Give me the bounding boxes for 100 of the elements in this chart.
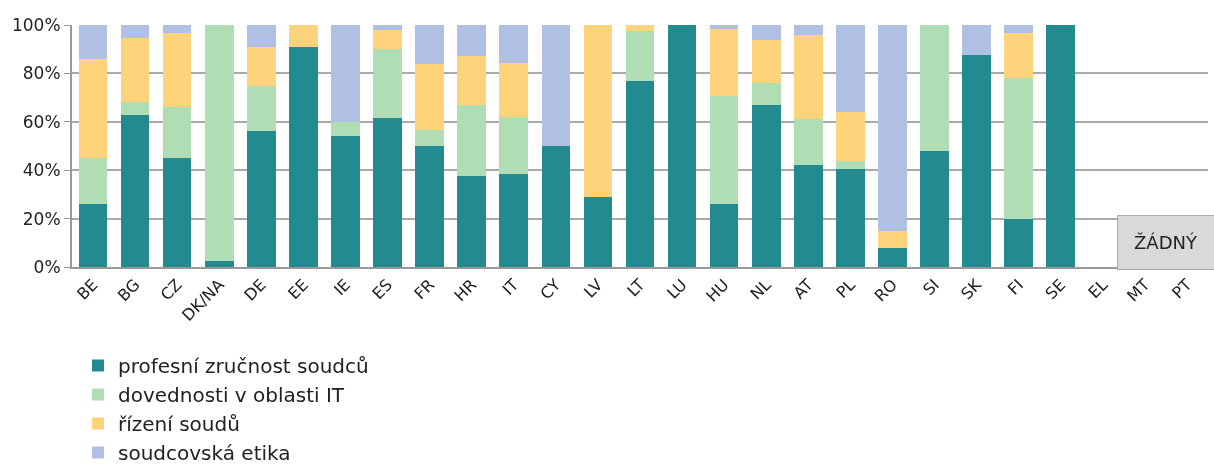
bar: [625, 31, 655, 81]
bar: [415, 25, 444, 64]
bar: [836, 168, 865, 267]
bar: [836, 25, 865, 113]
bar: [162, 25, 192, 34]
bar: [751, 39, 781, 84]
bar: [541, 146, 571, 267]
bar: [162, 33, 192, 108]
bar: [289, 46, 318, 267]
bar: [709, 96, 739, 205]
bar: [415, 63, 444, 131]
bar: [583, 25, 613, 197]
bar: [457, 104, 487, 177]
bar: [878, 25, 907, 231]
bar: [162, 158, 192, 267]
x-tick-label: EL: [1084, 275, 1112, 303]
x-tick-label: LT: [623, 275, 649, 301]
bar: [962, 55, 991, 267]
annotation: ŽÁDNÝ: [1134, 232, 1198, 253]
bar: [78, 58, 108, 159]
bar: [836, 112, 865, 161]
bar: [920, 150, 949, 267]
x-tick-label: ES: [368, 275, 397, 304]
y-tick-label: 20%: [22, 208, 61, 229]
bar: [1046, 25, 1076, 267]
bar: [920, 25, 949, 151]
bar: [499, 173, 529, 267]
x-tick-label: HU: [702, 275, 733, 306]
y-tick-label: 100%: [11, 14, 61, 35]
bar: [793, 119, 823, 166]
bar: [751, 25, 781, 40]
y-tick-label: 40%: [22, 160, 61, 181]
x-tick-label: CY: [536, 275, 565, 304]
legend-label: řízení soudů: [118, 412, 240, 437]
bar: [78, 25, 108, 59]
bar: [204, 260, 234, 267]
bar: [373, 25, 402, 30]
bar: [499, 62, 529, 117]
bar: [415, 130, 444, 146]
bar: [751, 83, 781, 105]
bar: [120, 38, 150, 103]
bar: [120, 102, 150, 115]
x-tick-label: PL: [832, 275, 859, 302]
bar: [625, 80, 655, 267]
bar: [499, 116, 529, 174]
bar: [457, 25, 487, 57]
bar: [709, 28, 739, 97]
bar: [247, 25, 276, 47]
bar: [120, 25, 150, 39]
bar: [120, 114, 150, 267]
bar: [247, 85, 276, 132]
y-tick-label: 60%: [22, 111, 61, 132]
x-tick-label: FI: [1003, 275, 1028, 299]
bar: [78, 158, 108, 205]
x-tick-label: AT: [789, 275, 817, 303]
bar: [289, 25, 318, 47]
y-tick-label: 0%: [33, 256, 61, 277]
bar: [1004, 33, 1033, 79]
x-tick-label: LU: [663, 275, 691, 303]
legend-label: dovednosti v oblasti IT: [118, 383, 345, 408]
bar: [751, 104, 781, 267]
x-tick-label: SK: [957, 274, 986, 304]
bar: [667, 25, 697, 267]
x-tick-label: SE: [1041, 275, 1070, 304]
x-tick-label: IE: [330, 275, 354, 300]
bar: [878, 230, 907, 248]
bar: [162, 107, 192, 159]
bar: [793, 34, 823, 120]
bar: [962, 25, 991, 56]
x-tick-label: CZ: [156, 275, 186, 305]
bar: [1004, 25, 1033, 34]
x-tick-label: RO: [870, 275, 901, 306]
bar: [583, 196, 613, 267]
bar: [373, 29, 402, 50]
x-tick-label: IT: [498, 275, 523, 299]
bar: [331, 121, 360, 137]
bar: [331, 136, 360, 267]
x-tick-label: PT: [1168, 275, 1196, 303]
bar: [247, 131, 276, 267]
x-tick-label: EE: [284, 275, 312, 303]
x-tick-label: HR: [450, 275, 481, 306]
bar: [836, 160, 865, 169]
x-tick-label: NL: [746, 275, 775, 304]
bar: [373, 118, 402, 267]
bar: [457, 56, 487, 105]
x-tick-label: BG: [113, 275, 144, 306]
x-tick-label: LV: [580, 275, 607, 302]
legend-label: profesní zručnost soudců: [118, 354, 369, 379]
bar: [415, 146, 444, 267]
bar: [373, 49, 402, 119]
bar: [204, 25, 234, 261]
bar: [709, 25, 739, 29]
bar: [78, 204, 108, 267]
bar: [457, 176, 487, 267]
bar: [499, 25, 529, 63]
x-tick-label: BE: [73, 275, 102, 304]
x-tick-label: FR: [410, 275, 439, 304]
bar: [1004, 78, 1033, 219]
y-tick-label: 80%: [22, 63, 61, 84]
x-tick-label: DE: [240, 275, 270, 305]
